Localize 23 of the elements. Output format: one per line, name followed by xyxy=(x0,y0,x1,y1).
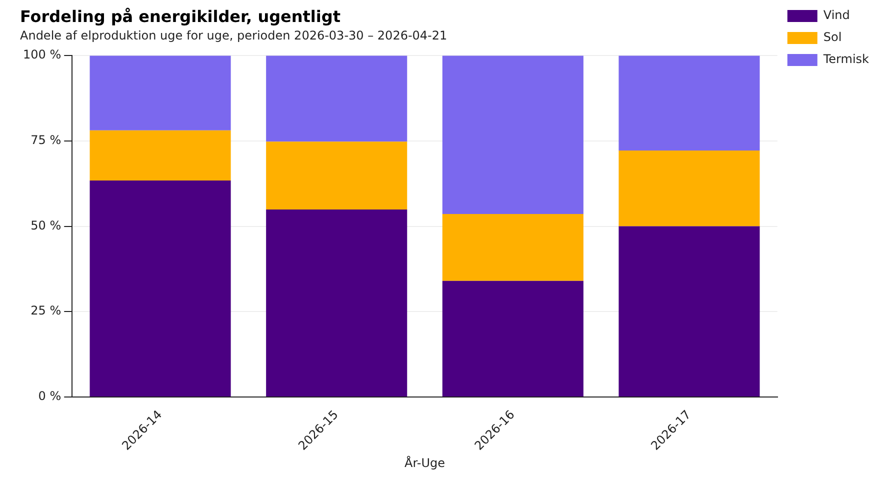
bar xyxy=(266,56,408,142)
bar xyxy=(618,226,760,396)
x-axis-title: År-Uge xyxy=(404,454,445,470)
bar xyxy=(266,142,408,210)
legend-label: Sol xyxy=(823,30,842,44)
bar xyxy=(442,56,584,214)
y-tick-label: 0 % xyxy=(38,389,62,404)
chart-subtitle: Andele af elproduktion uge for uge, perioden 2026-03-30 – 2026-04-21 xyxy=(20,28,448,43)
y-tick-label: 25 % xyxy=(30,304,62,318)
legend-label: Termisk xyxy=(822,52,870,66)
legend-label: Vind xyxy=(823,8,850,22)
bar xyxy=(90,56,231,130)
bar xyxy=(442,214,584,281)
bar xyxy=(90,180,231,396)
y-tick-label: 100 % xyxy=(22,48,62,62)
bar xyxy=(266,210,408,396)
y-tick-label: 50 % xyxy=(30,218,62,232)
y-tick-label: 75 % xyxy=(30,133,62,148)
chart-title: Fordeling på energikilder, ugentligt xyxy=(20,6,341,26)
bar xyxy=(618,56,760,150)
bar xyxy=(618,150,760,226)
bar xyxy=(90,130,231,181)
bar xyxy=(442,280,584,396)
